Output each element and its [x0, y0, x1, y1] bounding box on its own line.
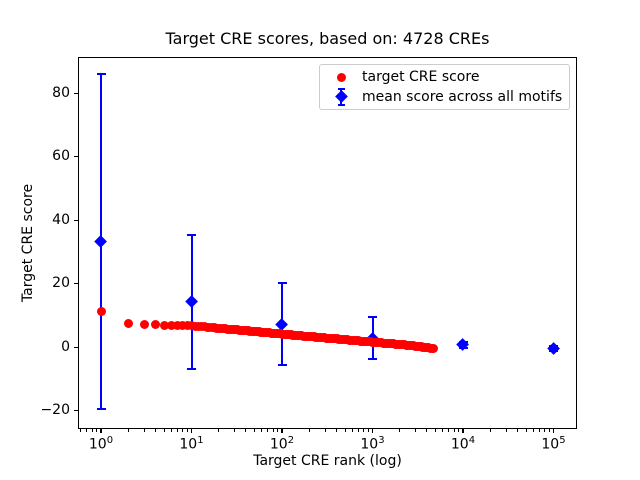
x-tick [462, 429, 464, 433]
x-minor-tick [399, 429, 401, 432]
x-tick-label: 101 [179, 435, 204, 453]
y-tick-label: −20 [40, 401, 70, 418]
blue-errorbar-cap-top [96, 73, 106, 76]
x-minor-tick [516, 429, 518, 432]
x-minor-tick [96, 429, 98, 432]
x-minor-tick [272, 429, 274, 432]
red-point [96, 306, 106, 316]
y-tick [74, 409, 78, 412]
x-minor-tick [367, 429, 369, 432]
x-tick [281, 429, 283, 433]
x-minor-tick [525, 429, 527, 432]
x-minor-tick [442, 429, 444, 432]
x-minor-tick [170, 429, 172, 432]
x-minor-tick [548, 429, 550, 432]
x-minor-tick [448, 429, 450, 432]
y-tick [74, 283, 78, 285]
red-point [429, 343, 439, 353]
red-point [178, 321, 188, 331]
x-tick-label: 105 [541, 435, 566, 453]
x-minor-tick [186, 429, 188, 432]
x-minor-tick [143, 429, 145, 432]
x-minor-tick [532, 429, 534, 432]
blue-errorbar-cap-top [368, 316, 377, 319]
y-tick-label: 80 [52, 84, 70, 101]
y-tick-label: 40 [52, 211, 70, 228]
x-minor-tick [127, 429, 129, 432]
x-minor-tick [435, 429, 437, 432]
x-minor-tick [218, 429, 220, 432]
blue-errorbar-cap-bottom [96, 408, 106, 411]
legend-label: target CRE score [362, 69, 480, 86]
y-tick [74, 346, 78, 348]
x-tick-label: 100 [88, 435, 114, 453]
x-minor-tick [489, 429, 491, 432]
x-minor-tick [363, 429, 365, 432]
x-minor-tick [182, 429, 184, 432]
x-minor-tick [324, 429, 326, 432]
y-tick-label: 60 [52, 148, 70, 165]
x-minor-tick [351, 429, 353, 432]
y-tick [74, 156, 78, 158]
x-minor-tick [91, 429, 93, 432]
x-minor-tick [80, 429, 82, 432]
legend-entry-target-score: target CRE score [320, 68, 569, 86]
x-minor-tick [277, 429, 279, 432]
x-minor-tick [505, 429, 507, 432]
x-axis-label: Target CRE rank (log) [253, 453, 402, 469]
y-axis-label: Target CRE score [20, 183, 36, 303]
red-point [150, 320, 160, 330]
legend-label: mean score across all motifs [362, 88, 563, 105]
x-tick-label: 102 [269, 435, 295, 453]
x-minor-tick [335, 429, 337, 432]
x-tick [100, 429, 102, 433]
x-minor-tick [261, 429, 263, 432]
x-minor-tick [426, 429, 428, 432]
blue-errorbar-cap-bottom [277, 364, 287, 367]
chart-title: Target CRE scores, based on: 4728 CREs [165, 29, 490, 48]
blue-errorbar-cap-bottom [368, 358, 377, 361]
x-minor-tick [458, 429, 460, 432]
x-minor-tick [357, 429, 359, 432]
x-minor-tick [86, 429, 88, 432]
x-minor-tick [538, 429, 540, 432]
legend-entry-mean-score: mean score across all motifs [320, 87, 569, 106]
x-tick [371, 429, 374, 433]
plot-area [78, 57, 577, 429]
x-minor-tick [308, 429, 310, 432]
x-tick [552, 429, 555, 433]
blue-errorbar-cap-top [187, 234, 196, 237]
red-point [166, 320, 176, 330]
y-tick [74, 219, 78, 221]
legend: target CRE score mean score across all m… [319, 64, 570, 110]
x-minor-tick [163, 429, 165, 432]
x-minor-tick [453, 429, 455, 432]
x-tick-label: 103 [360, 435, 385, 453]
x-minor-tick [544, 429, 546, 432]
x-minor-tick [344, 429, 346, 432]
red-circle-icon [320, 68, 362, 86]
y-tick-label: 0 [61, 338, 70, 355]
x-minor-tick [234, 429, 236, 432]
x-minor-tick [415, 429, 417, 432]
red-point [123, 319, 133, 329]
y-tick [74, 92, 78, 95]
x-minor-tick [254, 429, 256, 432]
x-minor-tick [245, 429, 247, 432]
blue-diamond-errorbar-icon [320, 87, 362, 106]
x-tick [190, 429, 193, 433]
x-minor-tick [154, 429, 156, 432]
red-point [139, 319, 149, 329]
x-tick-label: 104 [450, 435, 476, 453]
x-minor-tick [176, 429, 178, 432]
blue-errorbar-cap-bottom [187, 367, 196, 370]
y-tick-label: 20 [52, 275, 70, 292]
red-point [159, 320, 169, 330]
red-point [172, 320, 182, 330]
blue-errorbar-cap-top [277, 281, 287, 284]
x-minor-tick [267, 429, 269, 432]
